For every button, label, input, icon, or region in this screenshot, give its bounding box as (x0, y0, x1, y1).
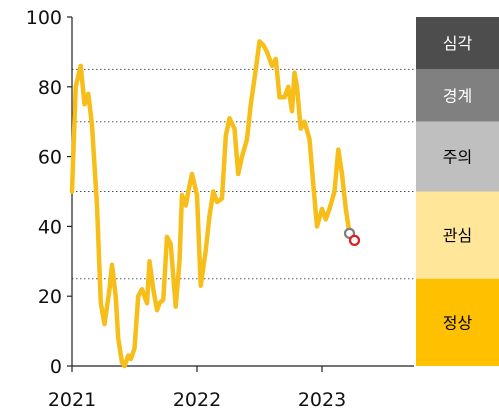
x-tick-labels: 2021 2022 2023 (48, 389, 346, 411)
zone-label: 정상 (443, 313, 473, 332)
y-tick-label: 60 (38, 147, 62, 169)
zone-label: 주의 (443, 148, 472, 167)
x-tick-label: 2022 (173, 389, 221, 411)
zone-band-0 (416, 17, 499, 70)
latest-point-marker (348, 234, 361, 246)
y-tick-label: 20 (38, 286, 62, 308)
zone-band-1 (416, 69, 499, 122)
zone-label: 심각 (443, 34, 473, 53)
threshold-gridlines (72, 68, 416, 280)
y-tick-label: 100 (26, 7, 62, 29)
y-tick-label: 0 (50, 356, 62, 378)
series-line (69, 39, 356, 369)
zone-band-2 (416, 121, 499, 192)
series (69, 39, 361, 369)
y-tick-labels: 0 20 40 60 80 100 (26, 7, 62, 378)
zone-label: 경계 (443, 87, 472, 106)
y-tick-label: 40 (38, 216, 62, 238)
zone-band-3 (416, 191, 499, 279)
x-tick-label: 2023 (298, 389, 346, 411)
zone-label: 관심 (443, 226, 472, 245)
x-tick-label: 2021 (48, 389, 96, 411)
y-tick-label: 80 (38, 77, 62, 99)
zone-band-4 (416, 278, 499, 366)
